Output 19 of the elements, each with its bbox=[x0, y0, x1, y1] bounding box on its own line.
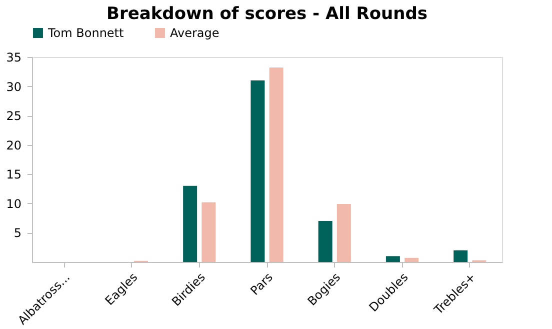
y-tick-label: 15 bbox=[6, 168, 22, 182]
y-tick-label: 35 bbox=[6, 50, 22, 64]
bar bbox=[269, 68, 284, 262]
bar bbox=[250, 80, 265, 262]
bar bbox=[318, 221, 332, 262]
bar bbox=[454, 250, 468, 262]
bar bbox=[183, 186, 198, 262]
y-tick-label: 5 bbox=[14, 226, 22, 240]
y-tick-label: 25 bbox=[6, 109, 22, 124]
legend-label: Tom Bonnett bbox=[47, 26, 124, 40]
y-tick-label: 10 bbox=[6, 196, 22, 211]
bar bbox=[336, 204, 351, 262]
bar bbox=[386, 256, 400, 262]
y-tick-label: 30 bbox=[6, 80, 22, 94]
chart-title: Breakdown of scores - All Rounds bbox=[106, 4, 428, 24]
bar bbox=[202, 202, 216, 262]
legend-label: Average bbox=[170, 26, 220, 40]
y-tick-label: 20 bbox=[6, 138, 22, 152]
bar bbox=[404, 258, 419, 262]
